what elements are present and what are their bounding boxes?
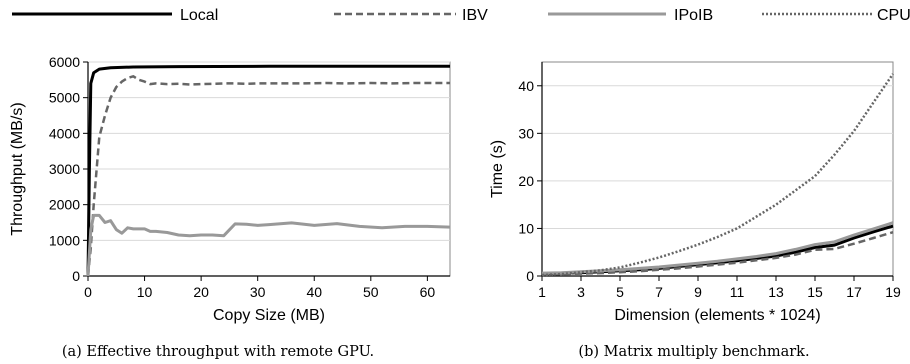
x-tick-label: 10 [137, 284, 153, 300]
x-axis-label: Copy Size (MB) [213, 307, 325, 324]
x-tick-label: 3 [577, 284, 585, 300]
x-tick-label: 13 [768, 284, 784, 300]
y-tick-label: 1000 [49, 232, 80, 248]
x-axis-label: Dimension (elements * 1024) [614, 307, 820, 324]
x-tick-label: 19 [885, 284, 901, 300]
legend: Local IBV IPoIB CPU [12, 7, 910, 24]
y-tick-label: 6000 [49, 54, 80, 70]
x-tick-label: 20 [193, 284, 209, 300]
series-line-local [86, 64, 450, 277]
figure-caption: (a) Effective throughput with remote GPU… [62, 344, 374, 360]
x-tick-label: 50 [363, 284, 379, 300]
y-tick-label: 2000 [49, 197, 80, 213]
series-line-cpu [541, 73, 895, 277]
y-tick-label: 5000 [49, 90, 80, 106]
figure-caption: (b) Matrix multiply benchmark. [578, 344, 809, 360]
x-tick-label: 5 [616, 284, 624, 300]
series-line-local [541, 224, 894, 276]
legend-label-local: Local [180, 7, 218, 24]
legend-label-ipoib: IPoIB [674, 7, 713, 24]
y-tick-label: 4000 [49, 125, 80, 141]
y-tick-label: 0 [526, 268, 534, 284]
x-tick-label: 15 [807, 284, 823, 300]
y-tick-label: 40 [518, 78, 534, 94]
legend-label-cpu: CPU [877, 7, 910, 24]
series-line-ipoib [86, 213, 451, 277]
chart-a: 0 1000 2000 3000 4000 5000 6000 0 10 20 30 40 50 60 Co… [9, 54, 451, 360]
y-tick-label: 20 [518, 173, 534, 189]
x-tick-label: 7 [655, 284, 663, 300]
y-tick-label: 10 [518, 220, 534, 236]
y-tick-label: 3000 [49, 161, 80, 177]
x-tick-label: 0 [84, 284, 92, 300]
x-tick-label: 40 [306, 284, 322, 300]
x-tick-label: 60 [420, 284, 436, 300]
y-tick-label: 0 [72, 268, 80, 284]
y-axis-label: Time (s) [489, 140, 506, 198]
series-line-ipoib [541, 221, 894, 275]
series-line-ibv [86, 75, 450, 277]
x-tick-label: 17 [846, 284, 862, 300]
x-tick-label: 1 [538, 284, 546, 300]
legend-label-ibv: IBV [462, 7, 488, 24]
series-line-ibv [541, 231, 894, 276]
x-tick-label: 30 [250, 284, 266, 300]
y-axis-label: Throughput (MB/s) [9, 102, 26, 235]
y-tick-label: 30 [518, 125, 534, 141]
x-tick-label: 11 [730, 284, 745, 300]
x-tick-label: 9 [694, 284, 702, 300]
